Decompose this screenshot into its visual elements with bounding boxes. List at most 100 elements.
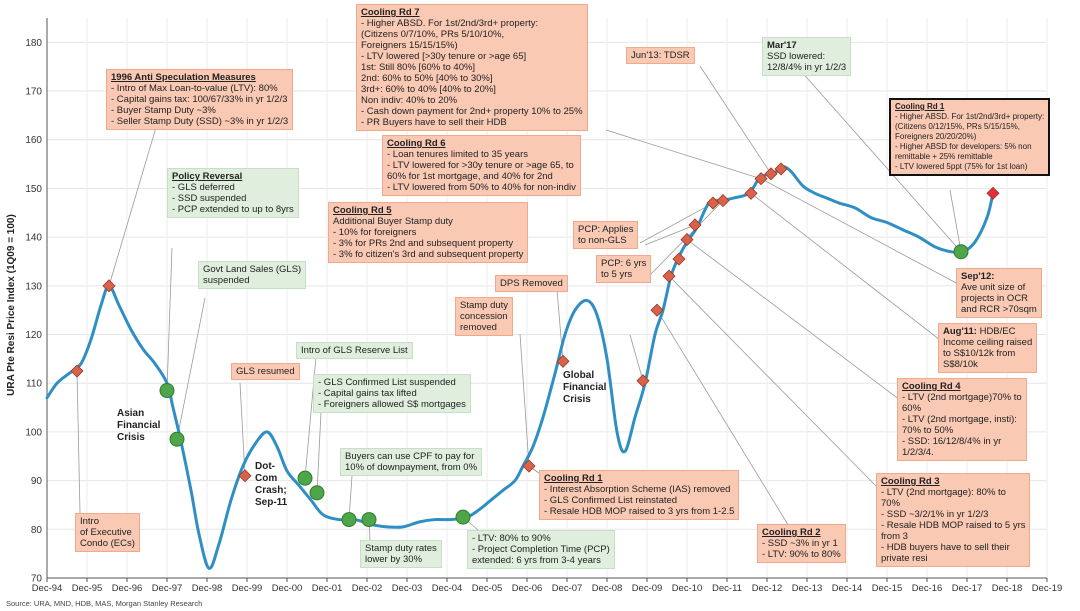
annotation-line: Crash;	[255, 485, 287, 496]
leader-line-10	[519, 333, 530, 467]
leader-line-15	[799, 69, 962, 253]
x-tick-label: Dec-95	[72, 583, 103, 594]
annotation-gfc: Global Financial Crisis	[563, 370, 606, 406]
annotation-line: Dot-	[255, 461, 275, 472]
annotation-line: Intro of GLS Reserve List	[301, 345, 408, 356]
x-tick-label: Dec-13	[792, 583, 823, 594]
marker-diamond-21	[754, 172, 768, 186]
marker-diamond-1	[102, 279, 116, 293]
leader-line-23	[656, 309, 791, 529]
annotation-line: - Resale HDB MOP raised to 5 yrs	[881, 520, 1026, 531]
annotation-line: Foreigners 15/15/15%)	[361, 40, 458, 51]
annotation-asian: Asian Financial Crisis	[117, 408, 160, 444]
annotation-line: S$8/10k	[943, 359, 978, 370]
annotation-line: (Citizens 0/12/15%, PRs 5/15/15%,	[895, 122, 1020, 131]
x-tick-label: Dec-01	[312, 583, 343, 594]
annotation-line: 60%	[902, 403, 922, 414]
annotation-line: Stamp duty rates	[365, 543, 437, 554]
leader-line-21	[686, 239, 901, 401]
marker-circle-24	[953, 244, 969, 260]
annotation-line: Income ceiling raised	[943, 337, 1033, 348]
annotation-title: Cooling Rd 4	[902, 381, 961, 392]
annotation-ecs: Intro of Executive Condo (ECs)	[75, 513, 140, 552]
annotation-line: - Project Completion Time (PCP)	[472, 544, 610, 555]
annotation-line: Crisis	[117, 432, 145, 443]
y-tick-label: 140	[25, 233, 42, 244]
annotation-ltv90: - LTV: 80% to 90% - Project Completion Ti…	[467, 530, 615, 569]
marker-diamond-12	[636, 374, 650, 388]
annotation-line: to 5 yrs	[601, 269, 633, 280]
x-tick-label: Dec-06	[512, 583, 543, 594]
x-tick-label: Dec-08	[592, 583, 623, 594]
annotation-line: to S$10/12k from	[943, 348, 1016, 359]
annotation-title: Policy Reversal	[172, 171, 243, 182]
annotation-line: lower by 30%	[365, 554, 423, 565]
x-tick-label: Dec-98	[192, 583, 223, 594]
annotation-line: Stamp duty	[460, 300, 509, 311]
x-tick-label: Dec-19	[1032, 583, 1063, 594]
annotation-line: Global	[563, 370, 595, 381]
y-tick-label: 90	[31, 476, 43, 487]
leader-line-17	[639, 202, 714, 244]
annotation-title: Cooling Rd 2	[762, 527, 821, 538]
marker-diamond-17	[688, 218, 702, 232]
annotation-line: - PCP extended to up to 8yrs	[172, 204, 294, 215]
y-axis-label: URA Pte Resi Price Index (1Q09 = 100)	[6, 214, 17, 396]
x-tick-label: Dec-14	[832, 583, 863, 594]
annotation-pcp6: PCP: 6 yrs to 5 yrs	[596, 255, 652, 283]
annotation-line: and RCR >70sqm	[961, 304, 1037, 315]
annotation-line: remittable + 25% remittable	[895, 152, 993, 161]
leader-line-0	[76, 371, 81, 514]
marker-diamond-25	[986, 186, 1000, 200]
marker-circle-6	[309, 485, 325, 501]
marker-circle-9	[455, 509, 471, 525]
marker-diamond-20	[744, 186, 758, 200]
x-tick-label: Dec-03	[392, 583, 423, 594]
marker-diamond-22	[764, 167, 778, 181]
annotation-title: Cooling Rd 1	[895, 102, 945, 111]
annotation-line: - Higher ABSD. For 1st/2nd/3rd+ property…	[895, 112, 1045, 121]
annotation-rd6: Cooling Rd 6- Loan tenures limited to 35…	[382, 135, 581, 196]
annotation-line: - SSD: 16/12/8/4% in yr	[902, 436, 1002, 447]
annotation-line: 2nd: 60% to 50% [40% to 30%]	[361, 73, 493, 84]
annotation-line: 10% of downpayment, from 0%	[345, 462, 478, 473]
annotation-rd7: Cooling Rd 7- Higher ABSD. For 1st/2nd/3…	[356, 4, 588, 131]
annotation-line: - Resale HDB MOP raised to 3 yrs from 1-…	[544, 506, 735, 517]
annotation-line: Jun'13: TDSR	[631, 50, 690, 61]
marker-diamond-16	[680, 232, 694, 247]
x-tick-label: Dec-99	[232, 583, 263, 594]
annotation-title-suffix: HDB/EC	[976, 326, 1016, 337]
annotation-line: Financial	[117, 420, 161, 431]
annotation-line: - SSD suspended	[172, 193, 247, 204]
marker-circle-7	[341, 512, 357, 528]
marker-diamond-19	[716, 194, 730, 208]
source-note: Source: URA, MND, HDB, MAS, Morgan Stanl…	[6, 599, 203, 608]
marker-diamond-4	[238, 469, 252, 483]
annotation-line: - LTV: 90% to 80%	[762, 549, 841, 560]
y-tick-label: 110	[26, 379, 42, 390]
annotation-line: - Higher ABSD for developers: 5% non	[895, 142, 1032, 151]
annotation-title: Cooling Rd 1	[544, 473, 603, 484]
annotation-line: - LTV lowered for >30y tenure or >age 65…	[387, 160, 574, 171]
annotation-line: 12/8/4% in yr 1/2/3	[767, 62, 847, 73]
annotation-line: Intro	[80, 516, 100, 527]
leader-line-3	[176, 297, 206, 440]
annotation-line: (Citizens 0/7/10%, PRs 5/10/10%,	[361, 29, 505, 40]
annotation-line: - Higher ABSD. For 1st/2nd/3rd+ property…	[361, 18, 539, 29]
annotation-line: to non-GLS	[578, 235, 627, 246]
marker-circle-2	[159, 383, 175, 399]
annotation-tdsr: Jun'13: TDSR	[626, 47, 695, 64]
annotation-line: Additional Buyer Stamp duty	[333, 216, 453, 227]
annotation-line: - Foreigners allowed S$ mortgages	[318, 399, 466, 410]
y-tick-label: 180	[25, 38, 42, 49]
marker-circle-5	[297, 470, 313, 486]
annotation-line: Buyers can use CPF to pay for	[345, 451, 475, 462]
annotation-dps: DPS Removed	[495, 275, 568, 292]
marker-diamond-18	[706, 196, 720, 210]
x-tick-label: Dec-04	[432, 583, 463, 594]
annotation-title: Cooling Rd 3	[881, 476, 940, 487]
annotation-reversal: Policy Reversal - GLS deferred - SSD suspe…	[167, 168, 299, 218]
marker-circle-3	[169, 431, 185, 447]
x-tick-label: Dec-16	[912, 583, 943, 594]
annotation-line: - GLS Confirmed List suspended	[318, 377, 456, 388]
